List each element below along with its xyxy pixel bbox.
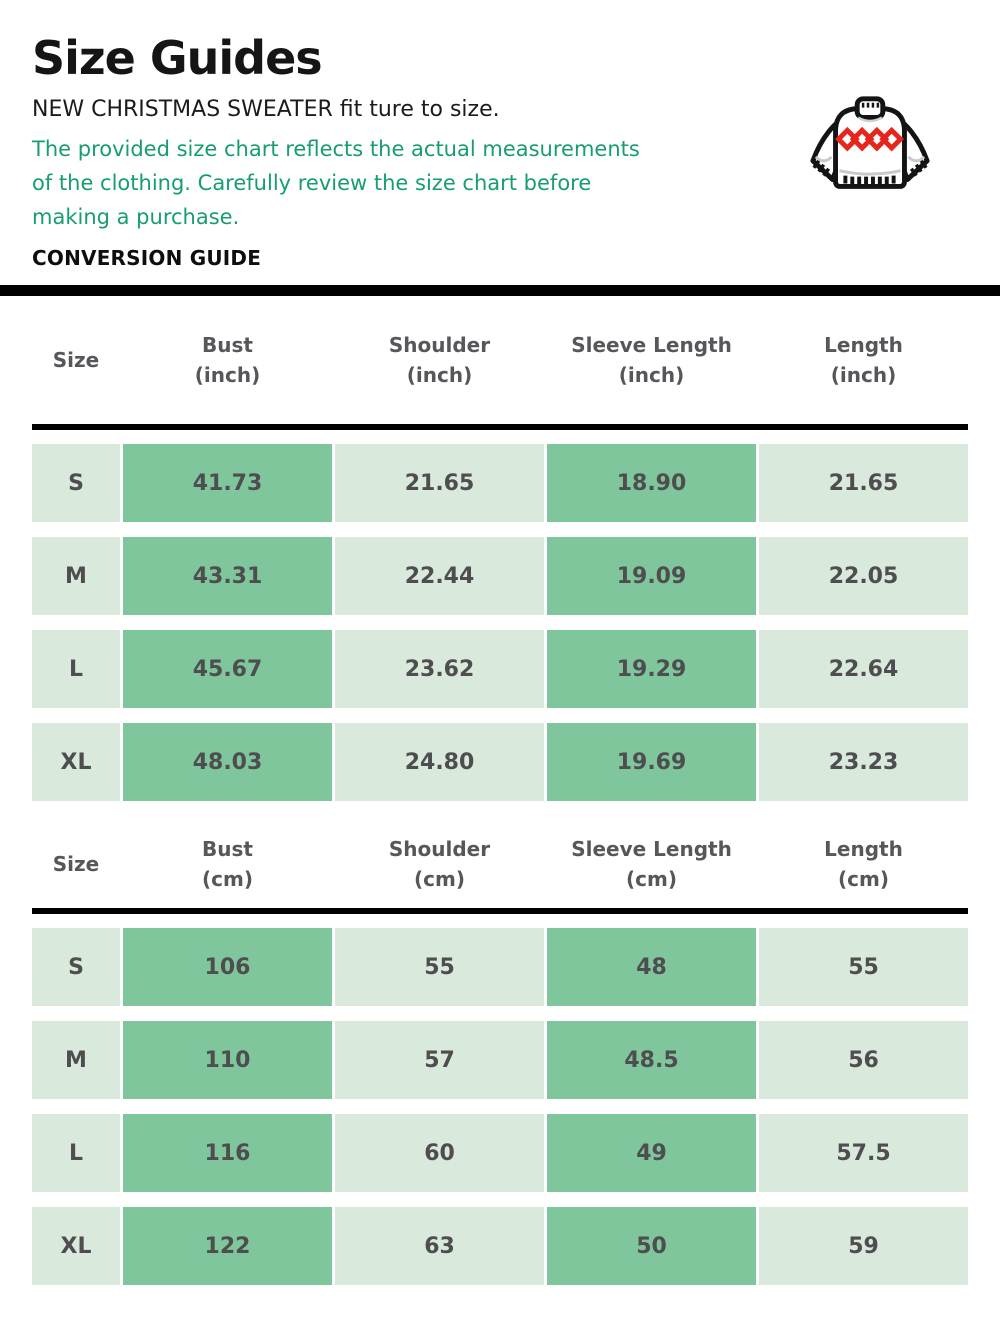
value-cell: 43.31 bbox=[123, 537, 332, 616]
column-header-sleeve-length: Sleeve Length (cm) bbox=[571, 836, 732, 891]
value-cell: 23.23 bbox=[759, 723, 968, 802]
page-title: Size Guides bbox=[32, 31, 323, 85]
size-cell: M bbox=[32, 1021, 120, 1100]
value-cell: 116 bbox=[123, 1114, 332, 1193]
value-cell: 57.5 bbox=[759, 1114, 968, 1193]
size-cell: S bbox=[32, 444, 120, 523]
value-cell: 122 bbox=[123, 1207, 332, 1286]
cm-table-header-row: Size Bust (cm) Shoulder (cm) Sleeve Leng… bbox=[32, 819, 968, 908]
cm-size-table: Size Bust (cm) Shoulder (cm) Sleeve Leng… bbox=[32, 819, 968, 1286]
table-row-l: L 45.67 23.62 19.29 22.64 bbox=[32, 630, 968, 709]
column-header-size: Size bbox=[52, 851, 100, 876]
size-note-line: of the clothing. Carefully review the si… bbox=[32, 171, 592, 196]
value-cell: 45.67 bbox=[123, 630, 332, 709]
table-row-l: L 116 60 49 57.5 bbox=[32, 1114, 968, 1193]
value-cell: 55 bbox=[759, 928, 968, 1007]
value-cell: 60 bbox=[335, 1114, 544, 1193]
inch-size-table: Size Bust (inch) Shoulder (inch) Sleeve … bbox=[32, 296, 968, 802]
value-cell: 21.65 bbox=[335, 444, 544, 523]
value-cell: 48 bbox=[547, 928, 756, 1007]
value-cell: 23.62 bbox=[335, 630, 544, 709]
value-cell: 24.80 bbox=[335, 723, 544, 802]
intro-section: Size Guides NEW CHRISTMAS SWEATER fit tu… bbox=[0, 0, 1000, 270]
column-header-shoulder: Shoulder (cm) bbox=[388, 836, 491, 891]
value-cell: 22.05 bbox=[759, 537, 968, 616]
value-cell: 63 bbox=[335, 1207, 544, 1286]
value-cell: 57 bbox=[335, 1021, 544, 1100]
column-header-bust: Bust (cm) bbox=[202, 836, 253, 891]
size-cell: M bbox=[32, 537, 120, 616]
value-cell: 21.65 bbox=[759, 444, 968, 523]
value-cell: 48.03 bbox=[123, 723, 332, 802]
table-row-m: M 43.31 22.44 19.09 22.05 bbox=[32, 537, 968, 616]
value-cell: 22.64 bbox=[759, 630, 968, 709]
size-note: The provided size chart reflects the act… bbox=[32, 132, 968, 234]
size-cell: L bbox=[32, 630, 120, 709]
size-note-line: making a purchase. bbox=[32, 205, 240, 230]
column-header-length: Length (cm) bbox=[824, 836, 903, 891]
value-cell: 50 bbox=[547, 1207, 756, 1286]
christmas-sweater-icon bbox=[810, 96, 930, 189]
value-cell: 49 bbox=[547, 1114, 756, 1193]
column-header-shoulder: Shoulder (inch) bbox=[388, 333, 491, 388]
size-note-line: The provided size chart reflects the act… bbox=[32, 137, 640, 162]
table-row-m: M 110 57 48.5 56 bbox=[32, 1021, 968, 1100]
value-cell: 41.73 bbox=[123, 444, 332, 523]
section-divider-bar bbox=[0, 285, 1000, 297]
fit-subtitle: NEW CHRISTMAS SWEATER fit ture to size. bbox=[32, 97, 500, 123]
value-cell: 110 bbox=[123, 1021, 332, 1100]
value-cell: 55 bbox=[335, 928, 544, 1007]
table-row-xl: XL 48.03 24.80 19.69 23.23 bbox=[32, 723, 968, 802]
value-cell: 59 bbox=[759, 1207, 968, 1286]
value-cell: 106 bbox=[123, 928, 332, 1007]
table-row-xl: XL 122 63 50 59 bbox=[32, 1207, 968, 1286]
table-row-s: S 106 55 48 55 bbox=[32, 928, 968, 1007]
size-cell: XL bbox=[32, 1207, 120, 1286]
table-header-divider bbox=[32, 424, 968, 431]
value-cell: 56 bbox=[759, 1021, 968, 1100]
value-cell: 22.44 bbox=[335, 537, 544, 616]
table-header-divider bbox=[32, 908, 968, 915]
size-cell: S bbox=[32, 928, 120, 1007]
size-cell: L bbox=[32, 1114, 120, 1193]
conversion-guide-label: CONVERSION GUIDE bbox=[32, 246, 262, 271]
table-row-s: S 41.73 21.65 18.90 21.65 bbox=[32, 444, 968, 523]
column-header-length: Length (inch) bbox=[824, 333, 903, 388]
inch-table-header-row: Size Bust (inch) Shoulder (inch) Sleeve … bbox=[32, 296, 968, 424]
column-header-size: Size bbox=[52, 348, 100, 373]
value-cell: 18.90 bbox=[547, 444, 756, 523]
value-cell: 19.69 bbox=[547, 723, 756, 802]
column-header-sleeve-length: Sleeve Length (inch) bbox=[571, 333, 732, 388]
value-cell: 19.09 bbox=[547, 537, 756, 616]
column-header-bust: Bust (inch) bbox=[194, 333, 261, 388]
value-cell: 19.29 bbox=[547, 630, 756, 709]
value-cell: 48.5 bbox=[547, 1021, 756, 1100]
size-cell: XL bbox=[32, 723, 120, 802]
